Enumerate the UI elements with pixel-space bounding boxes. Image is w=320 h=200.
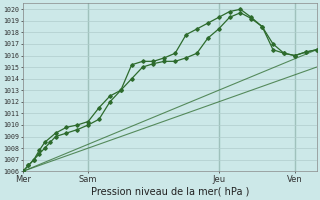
X-axis label: Pression niveau de la mer( hPa ): Pression niveau de la mer( hPa ) — [91, 187, 249, 197]
